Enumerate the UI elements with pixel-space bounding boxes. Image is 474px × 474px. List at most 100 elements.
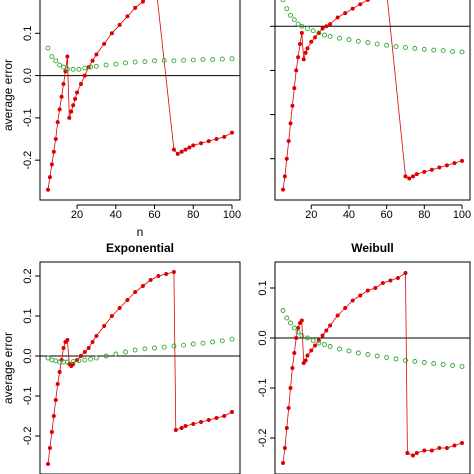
y-tick-label: 0.1: [257, 280, 269, 295]
data-point-green: [403, 45, 408, 50]
data-point-red: [343, 306, 348, 310]
data-point-red: [452, 443, 457, 448]
data-point-red: [140, 284, 145, 288]
data-point-green: [365, 352, 371, 357]
data-point-red: [214, 416, 219, 420]
data-point-red: [133, 290, 138, 294]
x-tick-label: 60: [381, 209, 393, 221]
panel-title: Weibull: [351, 241, 393, 255]
data-point-red: [57, 370, 62, 374]
data-point-red: [125, 298, 130, 302]
data-point-green: [103, 62, 109, 68]
data-point-red: [296, 326, 301, 330]
plot-frame: [39, 0, 241, 201]
data-point-green: [88, 64, 94, 70]
data-point-green: [355, 350, 361, 356]
data-point-red: [380, 281, 385, 285]
data-point-red: [290, 366, 295, 370]
data-point-red: [173, 428, 178, 432]
y-tick-label: -0.1: [22, 387, 34, 406]
data-point-green: [365, 40, 371, 46]
data-point-green: [210, 339, 216, 345]
data-point-red: [373, 286, 378, 290]
data-point-red: [444, 446, 449, 450]
data-point-red: [57, 107, 62, 112]
data-point-red: [316, 30, 321, 35]
data-point-red: [365, 0, 370, 2]
data-point-red: [288, 121, 293, 126]
data-point-red: [148, 278, 153, 282]
data-point-green: [210, 57, 216, 62]
data-point-red: [335, 313, 340, 318]
y-tick-label: 0.2: [22, 268, 34, 283]
panel-exponential: -0.2 -0.1 0.0 0.1 0.2 average error Exponentia…: [1, 241, 241, 474]
data-point-red: [452, 161, 457, 166]
data-point-green: [45, 45, 51, 51]
data-point-red: [284, 426, 289, 430]
data-point-red: [53, 398, 58, 402]
data-point-green: [393, 44, 399, 50]
x-tick-label: 80: [418, 209, 430, 221]
data-point-green: [82, 357, 88, 363]
data-point-red: [313, 35, 318, 40]
data-point-red: [46, 187, 50, 192]
data-point-red: [403, 174, 408, 179]
data-point-green: [229, 336, 235, 342]
data-point-green: [316, 340, 322, 346]
data-point-green: [142, 346, 148, 352]
data-point-red: [49, 162, 54, 167]
data-point-red: [59, 94, 64, 99]
data-point-red: [405, 451, 410, 455]
data-point-green: [190, 341, 196, 347]
data-point-red: [365, 288, 370, 293]
data-point-red: [117, 306, 122, 310]
data-point-green: [45, 355, 51, 361]
data-point-red: [109, 314, 114, 318]
data-point-green: [384, 355, 390, 360]
data-point-red: [55, 382, 60, 386]
x-tick-label: 60: [148, 209, 160, 221]
data-point-green: [70, 359, 76, 365]
data-point-green: [113, 61, 119, 67]
data-point-green: [219, 338, 225, 344]
data-point-red: [297, 41, 302, 46]
y-tick-label: -0.1: [22, 108, 34, 127]
data-point-green: [123, 60, 128, 66]
data-point-green: [132, 347, 138, 353]
data-point-green: [327, 34, 333, 39]
data-point-red: [301, 57, 306, 62]
data-point-red: [73, 96, 78, 101]
data-point-red: [69, 109, 74, 114]
data-point-red: [460, 158, 464, 163]
data-point-red: [296, 55, 301, 60]
data-point-red: [71, 103, 76, 108]
data-point-red: [411, 453, 416, 458]
data-point-green: [299, 23, 305, 29]
y-tick-label: 0.1: [22, 26, 34, 41]
data-point-green: [305, 26, 310, 31]
data-point-red: [292, 351, 297, 355]
data-point-green: [450, 363, 456, 368]
data-point-red: [55, 120, 60, 125]
data-point-red: [288, 386, 293, 390]
data-point-red: [191, 422, 196, 426]
data-point-red: [335, 15, 340, 20]
x-tick-label: 80: [187, 209, 199, 221]
data-point-red: [282, 174, 287, 179]
data-point-red: [90, 58, 95, 63]
data-point-red: [437, 446, 442, 450]
data-point-green: [181, 342, 187, 348]
data-point-red: [191, 143, 196, 148]
data-point-red: [51, 149, 56, 154]
data-point-red: [328, 22, 333, 27]
data-point-red: [429, 167, 434, 172]
data-point-green: [337, 346, 342, 352]
panel-top-right: 20 40 60 80 100: [270, 0, 471, 221]
data-point-red: [324, 328, 329, 333]
plot-area: [45, 0, 235, 192]
data-point-red: [102, 41, 107, 46]
data-point-green: [49, 54, 55, 60]
data-point-red: [199, 141, 204, 146]
x-tick-label: 20: [71, 209, 83, 221]
data-point-red: [183, 147, 188, 152]
